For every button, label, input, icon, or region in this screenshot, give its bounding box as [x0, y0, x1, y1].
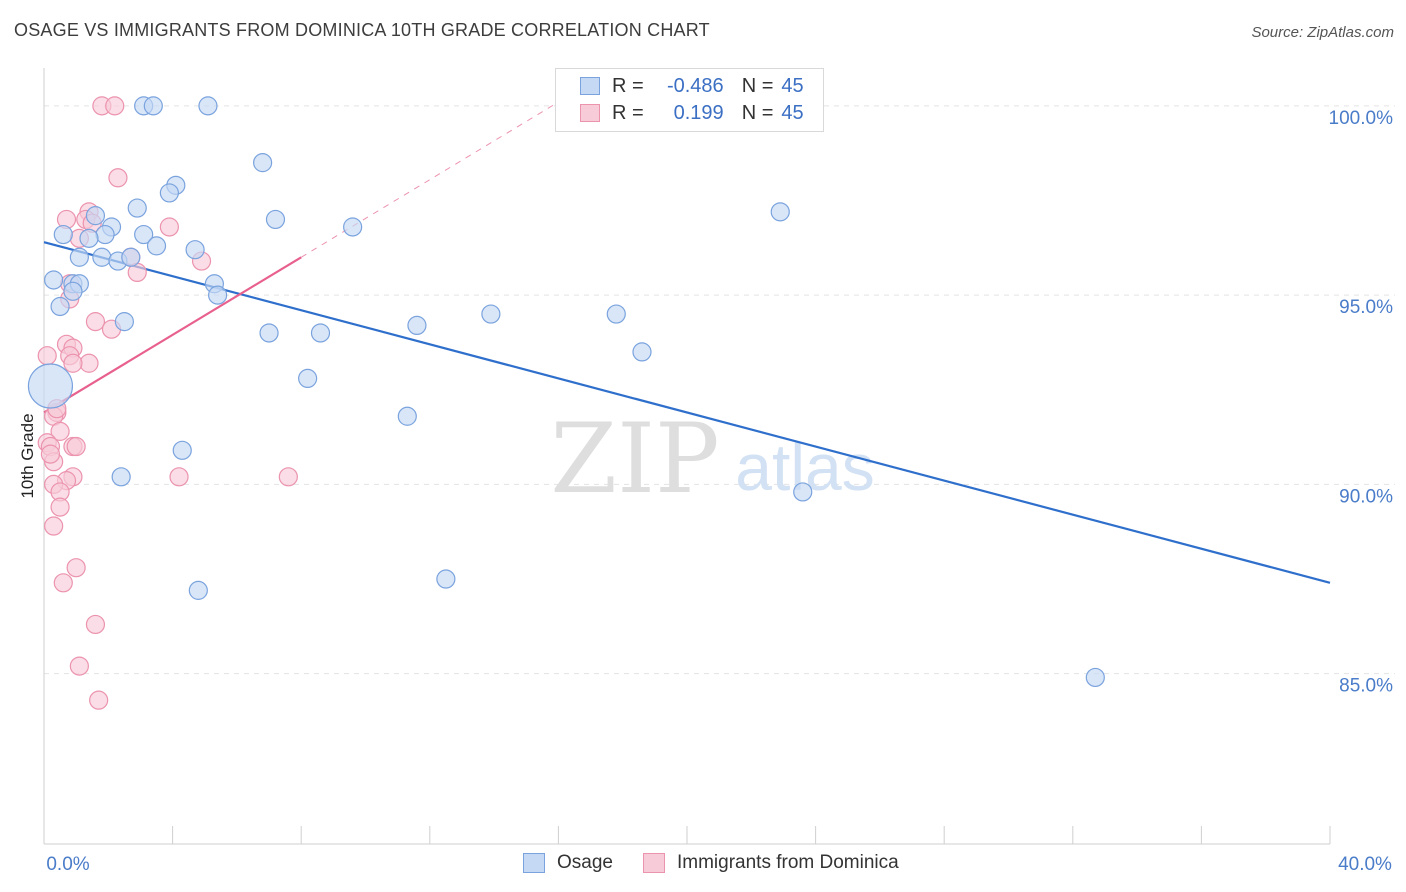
osage-point [53, 224, 73, 245]
legend-swatch-dominica [580, 104, 600, 122]
osage-point [95, 224, 115, 245]
osage-point [121, 247, 141, 267]
osage-point [185, 240, 205, 260]
legend-swatch-osage [523, 853, 545, 873]
dominica-point [85, 312, 106, 332]
legend-swatch-dominica [643, 853, 665, 873]
chart-title: OSAGE VS IMMIGRANTS FROM DOMINICA 10TH G… [14, 20, 710, 40]
osage-point [188, 580, 208, 600]
dominica-point [89, 690, 109, 710]
osage-point [44, 270, 64, 290]
osage-point [85, 206, 106, 226]
dominica-point [53, 573, 73, 593]
legend-r-value: -0.486 [666, 74, 724, 97]
x-tick-label: 40.0% [1338, 854, 1392, 875]
grid-lines [44, 105, 1395, 675]
axis-labels: 85.0% 90.0% 95.0% 100.0% 0.0% 40.0% 10th Grade [18, 108, 1393, 875]
osage-point [50, 296, 70, 317]
osage-point [79, 228, 99, 248]
legend-r-value: 0.199 [673, 101, 724, 124]
dominica-point [159, 217, 179, 237]
osage-point [92, 247, 112, 267]
osage-point [208, 285, 228, 305]
dominica-trend-extension [300, 101, 559, 258]
source-label: Source: ZipAtlas.com [1251, 24, 1394, 41]
dominica-point [169, 467, 189, 487]
legend-label-dominica: Immigrants from Dominica [677, 852, 899, 873]
osage-point [397, 406, 417, 426]
legend-r-label: R = [612, 101, 644, 124]
legend-row-osage: R = -0.486 N = 45 [580, 74, 804, 98]
osage-point [172, 440, 192, 460]
legend-swatch-osage [580, 77, 600, 95]
osage-point [265, 209, 286, 230]
dominica-point [108, 168, 128, 188]
osage-point [127, 198, 147, 218]
watermark-zip: ZIP [550, 403, 719, 515]
dominica-point [63, 353, 83, 373]
trend-lines [43, 101, 1331, 584]
y-tick-label: 100.0% [1329, 108, 1394, 129]
osage-point [793, 482, 813, 502]
dominica-trend-line [43, 256, 302, 414]
osage-point [198, 96, 218, 116]
legend-n-value: 45 [781, 74, 804, 97]
legend-row-dominica: R = 0.199 N = 45 [580, 101, 804, 125]
x-tick-label: 0.0% [46, 854, 89, 875]
osage-point [1085, 667, 1105, 688]
osage-point [63, 281, 83, 301]
legend-n-value: 45 [781, 101, 804, 124]
dominica-point [79, 353, 99, 373]
osage-point [343, 217, 363, 237]
legend-n-label: N = [741, 74, 774, 97]
dominica-point [85, 614, 106, 635]
legend-item-osage: Osage [523, 852, 613, 874]
osage-point [114, 312, 134, 332]
dominica-point [69, 656, 89, 676]
osage-point [407, 315, 427, 336]
osage-point [253, 153, 273, 173]
y-tick-label: 95.0% [1339, 297, 1393, 318]
dominica-point [50, 421, 70, 441]
osage-point [69, 247, 89, 267]
y-tick-label: 90.0% [1339, 486, 1393, 507]
osage-point [111, 467, 131, 487]
dominica-point [37, 346, 57, 366]
osage-point [134, 224, 154, 245]
y-axis-title: 10th Grade [18, 413, 37, 498]
dominica-point [66, 558, 86, 578]
dominica-point [278, 467, 298, 487]
correlation-legend: R = -0.486 N = 45 R = 0.199 N = 45 [555, 68, 824, 132]
legend-item-dominica: Immigrants from Dominica [643, 852, 899, 874]
osage-point [159, 183, 179, 203]
osage-point [143, 96, 163, 116]
legend-r-label: R = [612, 74, 644, 97]
osage-point [606, 304, 626, 324]
dominica-point [105, 96, 125, 116]
dominica-point [66, 436, 86, 457]
osage-point [632, 342, 652, 362]
dominica-point [40, 444, 61, 464]
y-tick-label: 85.0% [1339, 676, 1393, 697]
osage-point [259, 323, 279, 343]
osage-point [146, 236, 167, 256]
series-legend: Osage Immigrants from Dominica [0, 852, 1406, 878]
legend-n-label: N = [741, 101, 774, 124]
legend-label-osage: Osage [557, 852, 613, 873]
dominica-point [44, 516, 64, 536]
osage-point [310, 323, 331, 343]
dominica-point [50, 497, 70, 517]
data-points [27, 96, 1105, 710]
osage-point [481, 304, 501, 324]
osage-point [436, 569, 456, 589]
osage-point [298, 368, 318, 388]
osage-point [770, 202, 790, 222]
osage-point [27, 363, 74, 409]
osage-trend-line [43, 241, 1331, 584]
